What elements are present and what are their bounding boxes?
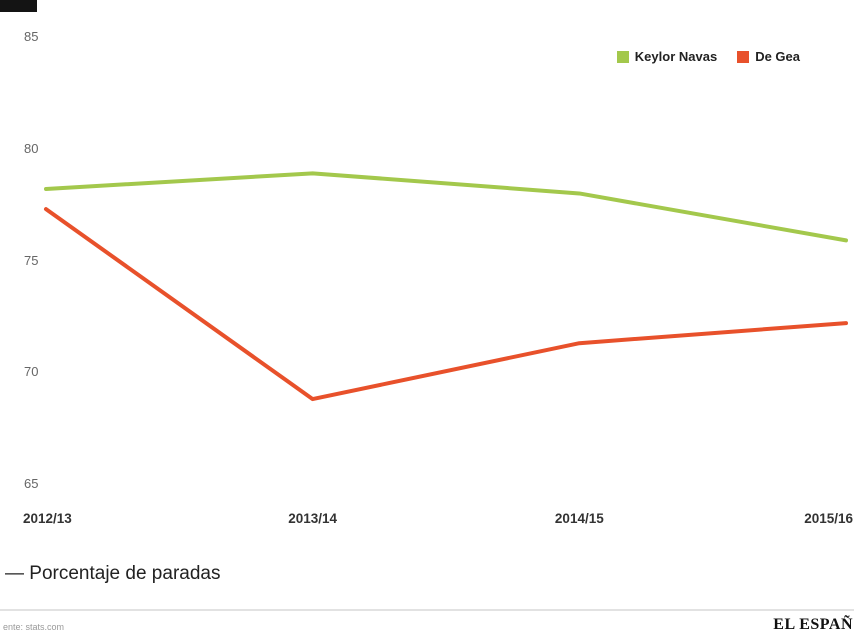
line-chart: Keylor Navas De Gea 85 80 75 70 65 2012/13 201… <box>23 29 853 526</box>
chart-legend: Keylor Navas De Gea <box>616 49 800 64</box>
y-axis-label-85: 85 <box>24 29 39 44</box>
legend-item-keylor-navas[interactable]: Keylor Navas <box>616 49 718 64</box>
series-line-keylor-navas <box>44 171 848 243</box>
brand-logo: EL ESPAÑ <box>773 616 853 633</box>
footer: ente: stats.com EL ESPAÑ <box>0 609 854 640</box>
y-axis-label-65: 65 <box>24 476 39 491</box>
y-axis-label-80: 80 <box>24 140 39 156</box>
y-axis-label-70: 70 <box>24 364 39 380</box>
legend-label-de-gea: De Gea <box>755 49 800 64</box>
x-axis-label-2013-14: 2013/14 <box>288 511 338 526</box>
legend-label-keylor-navas: Keylor Navas <box>634 49 718 64</box>
y-axis-label-75: 75 <box>24 252 39 268</box>
top-left-bar <box>0 0 37 12</box>
series-line-de-gea <box>44 207 848 402</box>
legend-swatch-de-gea <box>737 50 750 63</box>
chart-canvas <box>44 171 848 402</box>
x-axis-label-2015-16: 2015/16 <box>804 511 853 526</box>
x-axis-label-2012-13: 2012/13 <box>23 511 72 526</box>
legend-item-de-gea[interactable]: De Gea <box>737 49 800 64</box>
legend-swatch-keylor-navas <box>616 50 629 63</box>
source-credit: ente: stats.com <box>3 622 65 632</box>
series-label: — Porcentaje de paradas <box>5 563 221 584</box>
x-axis-label-2014-15: 2014/15 <box>554 511 604 526</box>
